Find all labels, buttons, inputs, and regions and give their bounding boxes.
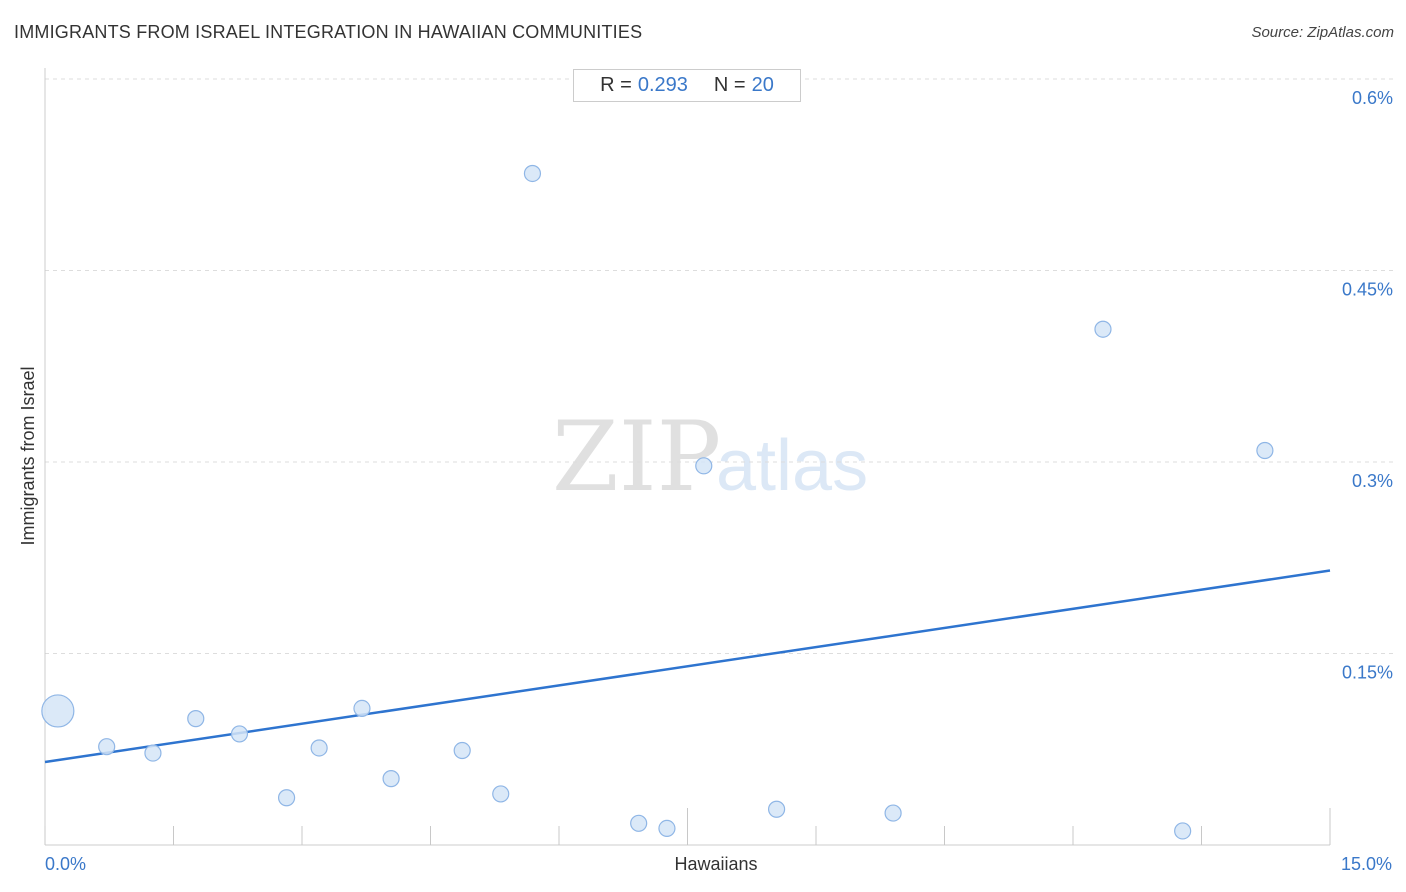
data-point [353, 699, 371, 717]
data-point [492, 785, 510, 803]
x-tick-label: 0.0% [45, 854, 86, 874]
r-label: R = [600, 74, 632, 96]
data-point [41, 694, 75, 728]
n-value: 20 [751, 74, 774, 96]
n-label: N = [713, 74, 746, 96]
y-tick-label: 0.15% [1342, 663, 1393, 683]
watermark-zip: ZIP [552, 401, 721, 513]
data-point [1256, 441, 1274, 460]
data-point [767, 800, 786, 818]
zipatlas-watermark: ZIP atlas [552, 401, 868, 513]
data-point [453, 741, 471, 760]
source-label: Source: ZipAtlas.com [1251, 24, 1394, 41]
data-point [187, 710, 205, 728]
data-point [277, 789, 296, 807]
data-point [1174, 822, 1192, 840]
data-point [884, 804, 902, 822]
data-point [144, 744, 162, 762]
chart-title: IMMIGRANTS FROM ISRAEL INTEGRATION IN HA… [14, 22, 643, 42]
r-value: 0.293 [637, 74, 688, 96]
data-point [98, 738, 116, 756]
data-point [310, 739, 328, 757]
y-axis-label: Immigrants from Israel [18, 366, 38, 545]
data-point [630, 814, 648, 832]
watermark-atlas: atlas [716, 426, 868, 506]
trend-line [44, 569, 1331, 764]
data-point [1094, 320, 1112, 338]
y-tick-label: 0.3% [1352, 471, 1393, 491]
data-point [695, 457, 713, 475]
y-tick-label: 0.6% [1352, 88, 1393, 108]
x-tick-label: 15.0% [1341, 854, 1392, 874]
data-point [523, 164, 542, 183]
data-point [382, 770, 400, 788]
x-axis-label: Hawaiians [674, 854, 757, 874]
y-tick-label: 0.45% [1342, 280, 1393, 300]
data-point [230, 725, 249, 743]
data-point [658, 819, 676, 838]
correlation-stats-box: R = 0.293 N = 20 [573, 69, 801, 102]
